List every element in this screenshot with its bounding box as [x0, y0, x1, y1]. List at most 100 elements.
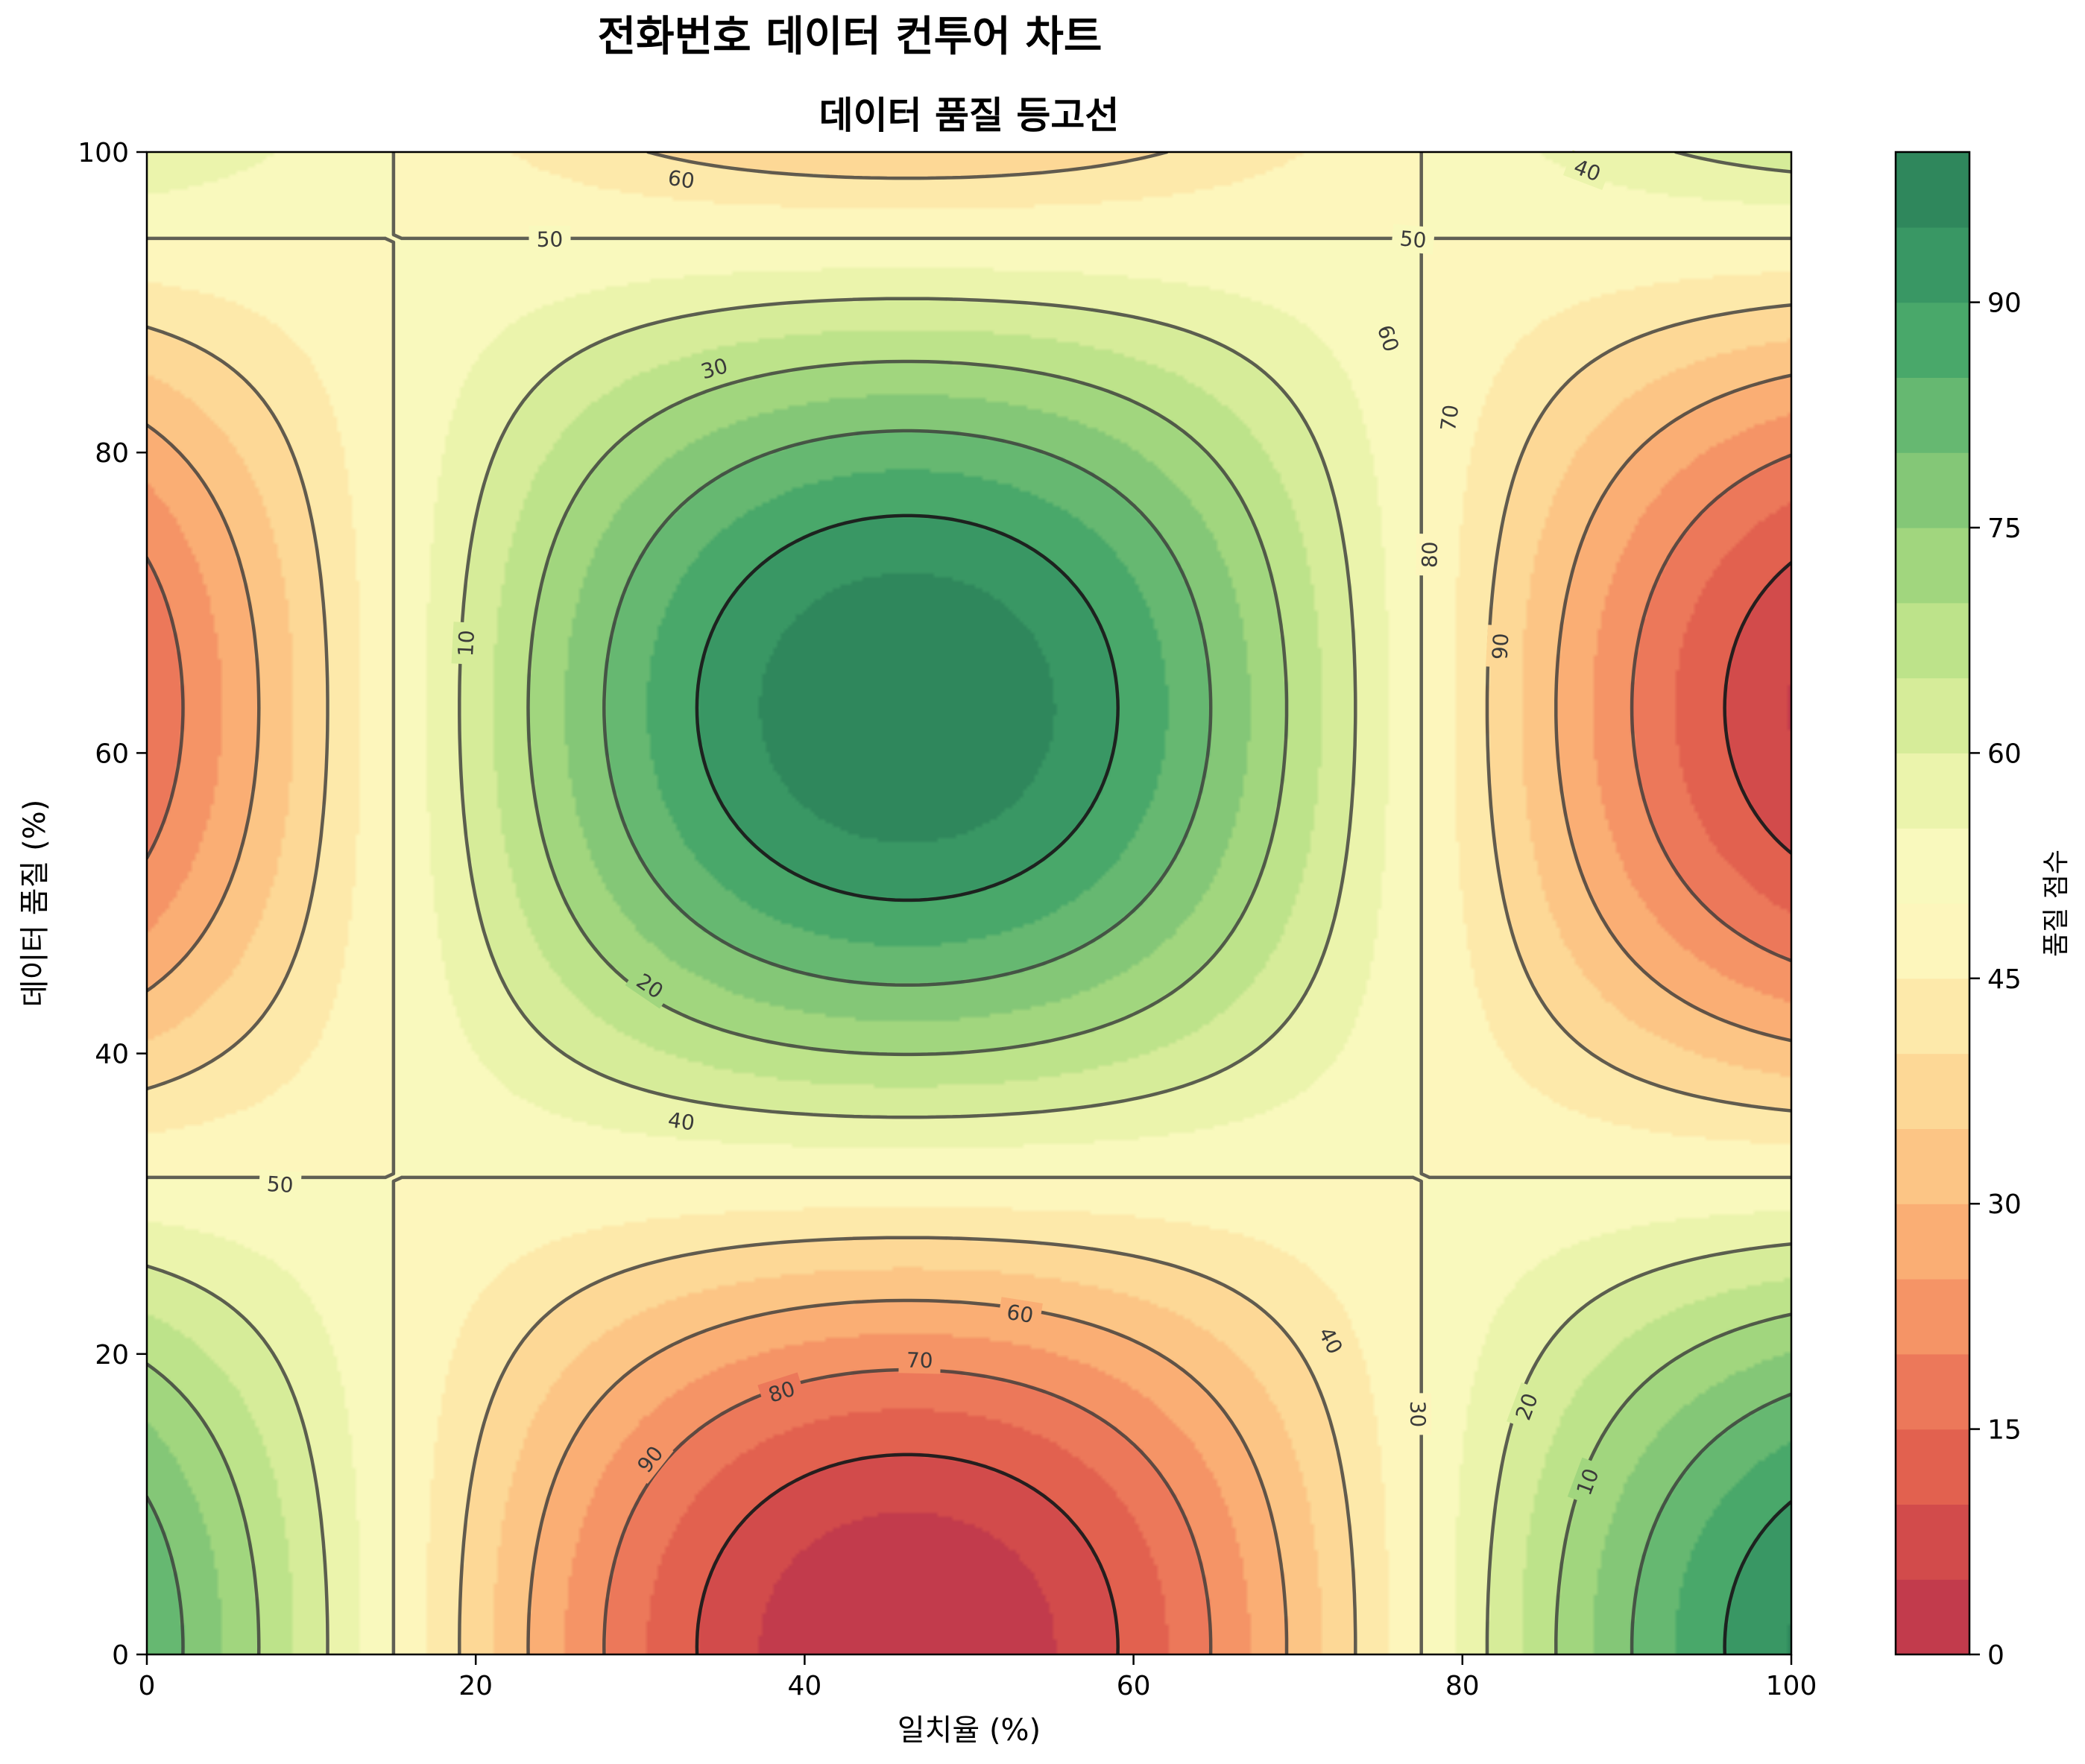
contour-label-text: 60 — [666, 165, 696, 194]
colorbar-tick-label: 30 — [1987, 1189, 2022, 1220]
x-tick-label: 20 — [458, 1671, 493, 1701]
colorbar-band — [1896, 677, 1969, 753]
contour-label-50: 50 — [1391, 224, 1436, 255]
colorbar-band — [1896, 828, 1969, 904]
contour-line-90 — [695, 513, 1791, 1654]
colorbar-band — [1896, 1128, 1969, 1204]
y-tick-label: 100 — [78, 138, 129, 168]
contour-label-70: 70 — [898, 1346, 941, 1374]
x-axis-label: 일치율 (%) — [898, 1713, 1041, 1748]
contour-label-text: 50 — [1398, 226, 1427, 253]
contour-label-bg — [997, 1297, 1043, 1330]
colorbar-band — [1896, 1204, 1969, 1280]
contour-label-bg — [1309, 1315, 1353, 1365]
y-axis: 0 20 40 60 80 100 — [78, 138, 147, 1671]
contour-label-bg — [658, 162, 704, 196]
contour-label-text: 10 — [453, 630, 479, 657]
contour-label-bg — [626, 1434, 674, 1485]
contour-label-30: 30 — [690, 350, 738, 388]
colorbar-band — [1896, 1279, 1969, 1355]
plot-frame — [145, 151, 1793, 1656]
y-tick-label: 60 — [95, 739, 129, 769]
contour-label-bg — [1416, 534, 1444, 576]
contour-label-bg — [1391, 224, 1436, 255]
colorbar-tick-label: 0 — [1987, 1640, 2004, 1671]
x-tick-label: 80 — [1445, 1671, 1480, 1701]
contour-lines — [147, 152, 1791, 1654]
contour-label-bg — [1562, 150, 1612, 191]
contour-label-bg — [529, 225, 571, 253]
colorbar-tick-label: 15 — [1987, 1415, 2022, 1446]
colorbar-band — [1896, 152, 1969, 228]
contour-label-bg — [1485, 625, 1515, 668]
x-axis: 0 20 40 60 80 100 — [139, 1654, 1817, 1701]
colorbar-band — [1896, 753, 1969, 829]
colorbar-tick-label: 90 — [1987, 288, 2022, 319]
contour-label-bg — [1567, 1457, 1608, 1506]
colorbar-bands — [1896, 152, 1969, 1655]
y-tick-label: 40 — [95, 1040, 129, 1070]
contour-label-bg — [898, 1346, 941, 1374]
contour-label-text: 70 — [906, 1347, 933, 1373]
contour-line-80 — [147, 429, 1791, 1654]
colorbar-label: 품질 점수 — [2041, 850, 2072, 957]
contour-label-bg — [625, 963, 675, 1009]
contour-label-bg — [1433, 395, 1466, 440]
contour-label-bg — [258, 1169, 302, 1199]
contour-label-text: 50 — [537, 227, 564, 252]
colorbar-ticks: 0 15 30 45 60 75 90 — [1969, 288, 2022, 1671]
colorbar-band — [1896, 377, 1969, 453]
contour-label-80: 80 — [1416, 534, 1444, 576]
contour-label-bg — [451, 622, 481, 666]
x-tick-label: 40 — [787, 1671, 821, 1701]
contour-line-30 — [147, 373, 1791, 1654]
colorbar-band — [1896, 1353, 1969, 1430]
contour-label-bg — [690, 350, 738, 388]
contour-label-text: 40 — [666, 1107, 696, 1136]
colorbar-band — [1896, 1579, 1969, 1655]
colorbar-band — [1896, 903, 1969, 979]
contour-label-60: 60 — [1369, 314, 1408, 363]
contour-label-bg — [757, 1372, 806, 1411]
colorbar-tick-label: 45 — [1987, 964, 2022, 995]
contour-line-50 — [147, 152, 1791, 1654]
contour-label-text: 80 — [1417, 541, 1442, 568]
x-tick-label: 0 — [139, 1671, 156, 1701]
contour-label-text: 30 — [1405, 1400, 1430, 1427]
contour-line-60 — [147, 152, 1791, 1654]
contour-label-bg — [1369, 314, 1408, 363]
x-tick-label: 100 — [1766, 1671, 1817, 1701]
contour-label-50: 50 — [529, 225, 571, 253]
contour-label-bg — [1507, 1382, 1547, 1431]
y-tick-label: 20 — [95, 1340, 129, 1371]
contour-label-text: 70 — [1436, 403, 1464, 433]
contour-label-50: 50 — [258, 1169, 302, 1199]
colorbar-band — [1896, 452, 1969, 528]
contour-label-bg — [1404, 1393, 1432, 1435]
contour-label-bg — [658, 1104, 704, 1138]
colorbar-frame — [1894, 151, 1971, 1656]
contour-line-70 — [147, 359, 1791, 1654]
contour-line-20 — [147, 453, 1791, 1654]
contour-label-text: 60 — [1005, 1300, 1035, 1328]
contour-line-10 — [695, 560, 1791, 1654]
chart-title: 데이터 품질 등고선 — [819, 94, 1120, 137]
contour-label-text: 50 — [266, 1172, 294, 1198]
y-tick-label: 80 — [95, 438, 129, 469]
colorbar-tick-label: 60 — [1987, 739, 2022, 769]
colorbar-band — [1896, 1429, 1969, 1505]
x-tick-label: 60 — [1117, 1671, 1151, 1701]
colorbar-band — [1896, 602, 1969, 679]
colorbar-band — [1896, 1053, 1969, 1129]
colorbar: 0 15 30 45 60 75 90 품질 점수 — [1894, 151, 2072, 1671]
figure-suptitle: 전화번호 데이터 컨투어 차트 — [598, 13, 1103, 61]
y-tick-label: 0 — [112, 1640, 129, 1671]
colorbar-band — [1896, 528, 1969, 604]
contour-line-40 — [147, 152, 1791, 1654]
colorbar-band — [1896, 1504, 1969, 1580]
colorbar-band — [1896, 227, 1969, 303]
colorbar-band — [1896, 978, 1969, 1055]
colorbar-tick-label: 75 — [1987, 513, 2022, 544]
